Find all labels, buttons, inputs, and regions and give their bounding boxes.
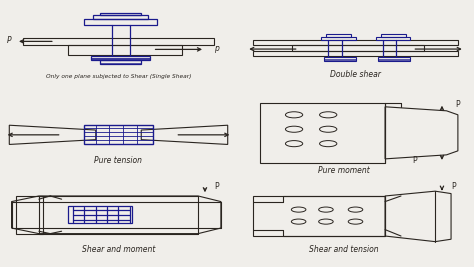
Bar <box>68 206 132 223</box>
Text: P: P <box>412 156 417 165</box>
Text: Double shear: Double shear <box>330 70 381 79</box>
Bar <box>68 45 182 55</box>
Text: P: P <box>456 100 460 109</box>
Text: p: p <box>214 44 219 53</box>
Text: Shear and tension: Shear and tension <box>310 245 379 254</box>
Bar <box>326 34 351 37</box>
Bar <box>100 60 141 64</box>
Bar <box>321 37 356 40</box>
Bar <box>378 57 410 61</box>
Bar <box>292 45 424 51</box>
Bar <box>260 103 385 163</box>
Bar <box>253 40 458 45</box>
Bar <box>84 125 153 144</box>
Bar <box>91 56 150 60</box>
Bar <box>16 196 44 234</box>
Bar <box>253 51 458 56</box>
Text: Shear and moment: Shear and moment <box>82 245 155 254</box>
Text: P: P <box>451 182 456 191</box>
Text: P: P <box>214 182 219 191</box>
Bar <box>84 19 157 25</box>
Bar <box>376 37 410 40</box>
Bar <box>100 13 141 15</box>
Text: Pure tension: Pure tension <box>94 156 143 165</box>
Text: Pure moment: Pure moment <box>318 166 370 175</box>
Bar <box>324 57 356 61</box>
Bar <box>253 196 385 236</box>
Bar <box>93 15 148 19</box>
Text: P: P <box>7 36 12 45</box>
Text: Only one plane subjected to Shear (Single Shear): Only one plane subjected to Shear (Singl… <box>46 74 191 78</box>
Bar <box>381 34 406 37</box>
Bar <box>23 38 214 45</box>
